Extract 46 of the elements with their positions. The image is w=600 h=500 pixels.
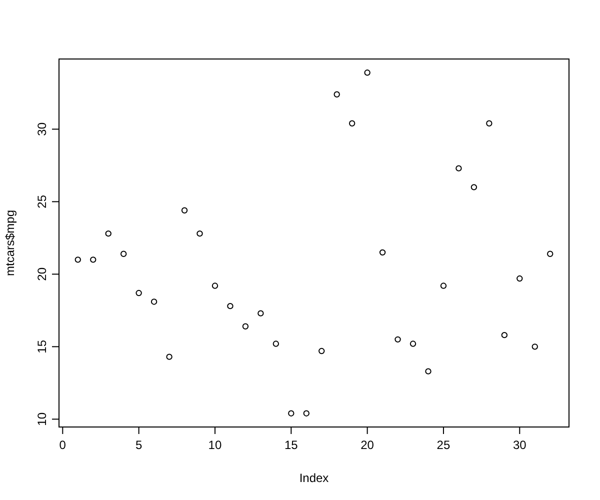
point xyxy=(547,250,554,257)
point xyxy=(212,282,218,289)
y-tick-label: 30 xyxy=(35,122,49,136)
point xyxy=(334,91,340,98)
point xyxy=(379,249,386,256)
point xyxy=(318,348,325,354)
x-tick-label: 20 xyxy=(360,438,374,452)
point xyxy=(410,340,416,347)
point xyxy=(272,340,280,347)
point xyxy=(181,207,188,214)
point xyxy=(120,250,127,257)
x-tick-label: 15 xyxy=(284,438,298,452)
point xyxy=(288,410,294,416)
point xyxy=(150,298,158,305)
x-tick-label: 5 xyxy=(135,438,142,452)
y-tick-label: 20 xyxy=(35,267,49,281)
point xyxy=(136,290,142,296)
y-tick-label: 25 xyxy=(35,194,49,208)
point xyxy=(425,368,432,374)
x-tick-label: 30 xyxy=(512,438,527,452)
x-tick-label: 10 xyxy=(208,438,222,452)
y-tick-label: 10 xyxy=(35,412,49,426)
point xyxy=(74,256,81,263)
point xyxy=(394,336,401,343)
point xyxy=(258,310,264,316)
point xyxy=(501,332,508,338)
point xyxy=(348,120,356,126)
point xyxy=(440,282,447,289)
point xyxy=(90,256,96,263)
x-tick-label: 25 xyxy=(436,438,450,452)
point xyxy=(470,184,478,190)
point xyxy=(532,344,538,350)
point xyxy=(242,323,249,330)
point xyxy=(166,354,172,360)
point xyxy=(105,230,112,237)
x-axis-title: Index xyxy=(299,471,329,485)
y-axis-title: mtcars$mpg xyxy=(3,210,17,276)
point xyxy=(227,302,234,310)
point xyxy=(303,410,310,416)
point xyxy=(516,275,523,282)
point xyxy=(486,120,492,126)
point xyxy=(364,70,370,76)
point xyxy=(196,230,203,237)
y-tick-label: 15 xyxy=(35,340,49,354)
x-tick-label: 0 xyxy=(59,438,66,452)
point xyxy=(456,165,462,172)
